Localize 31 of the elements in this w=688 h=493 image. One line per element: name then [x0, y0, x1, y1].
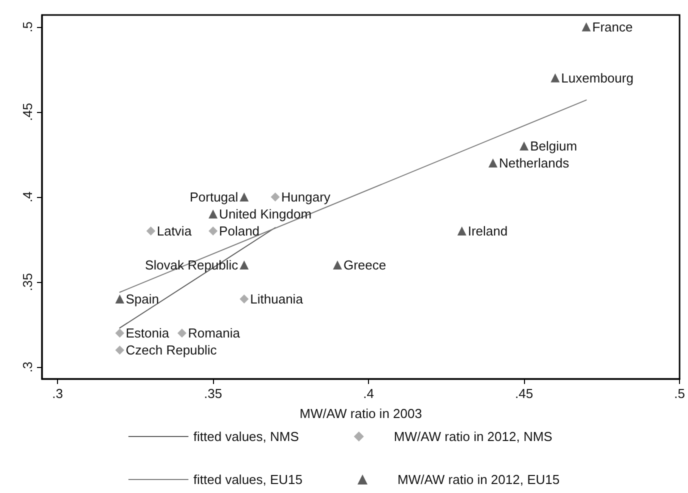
annotation: Belgium [530, 138, 578, 154]
x-tick-label: .3 [52, 386, 63, 401]
annotation: Latvia [156, 224, 192, 239]
annotation: Netherlands [498, 155, 570, 170]
annotation: Czech Republic [126, 342, 218, 358]
annotation: Hungary [281, 190, 331, 204]
annotation: France [592, 19, 633, 34]
annotation: Greece [343, 258, 386, 273]
x-tick-label: .5 [674, 386, 685, 401]
x-tick-label: .45 [515, 386, 534, 401]
legend-label: fitted values, EU15 [193, 472, 303, 487]
y-tick-label: .5 [20, 21, 35, 32]
y-tick-label: .45 [20, 102, 35, 121]
annotation: Lithuania [250, 292, 304, 307]
annotation: Spain [126, 292, 160, 307]
x-tick-label: .35 [204, 386, 222, 401]
annotation: Luxembourg [561, 70, 634, 86]
y-tick-label: .35 [20, 273, 35, 292]
annotation: Romania [188, 326, 241, 341]
y-tick-label: .4 [20, 192, 35, 202]
annotation: Estonia [126, 326, 170, 341]
annotation: Ireland [468, 224, 508, 239]
legend-label: MW/AW ratio in 2012, EU15 [398, 472, 560, 487]
legend-label: MW/AW ratio in 2012, NMS [394, 429, 553, 444]
y-tick-label: .3 [20, 362, 35, 373]
x-tick-label: .4 [363, 386, 374, 401]
legend-label: fitted values, NMS [193, 429, 300, 444]
annotation: United Kingdom [219, 206, 312, 222]
annotation: Poland [219, 224, 260, 239]
annotation: Portugal [190, 190, 238, 204]
x-axis-title: MW/AW ratio in 2003 [300, 406, 422, 421]
